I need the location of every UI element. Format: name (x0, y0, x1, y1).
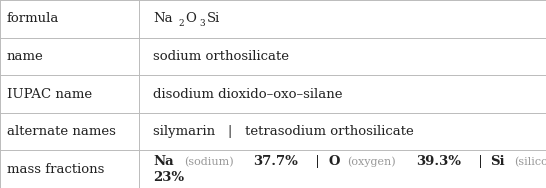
Text: 3: 3 (199, 19, 205, 28)
Text: |: | (474, 155, 487, 168)
Text: 39.3%: 39.3% (416, 155, 461, 168)
Text: Na: Na (153, 155, 174, 168)
Text: disodium dioxido–oxo–silane: disodium dioxido–oxo–silane (153, 87, 342, 101)
Text: silymarin   |   tetrasodium orthosilicate: silymarin | tetrasodium orthosilicate (153, 125, 414, 138)
Text: alternate names: alternate names (7, 125, 115, 138)
Text: O: O (186, 12, 197, 25)
Text: name: name (7, 50, 43, 63)
Text: (silicon): (silicon) (514, 157, 546, 167)
Text: |: | (311, 155, 324, 168)
Text: mass fractions: mass fractions (7, 163, 104, 176)
Text: formula: formula (7, 12, 59, 25)
Text: (sodium): (sodium) (184, 157, 234, 167)
Text: 23%: 23% (153, 171, 184, 184)
Text: 2: 2 (178, 19, 184, 28)
Text: 37.7%: 37.7% (253, 155, 299, 168)
Text: Si: Si (491, 155, 505, 168)
Text: sodium orthosilicate: sodium orthosilicate (153, 50, 289, 63)
Text: (oxygen): (oxygen) (348, 156, 396, 167)
Text: O: O (328, 155, 340, 168)
Text: Na: Na (153, 12, 173, 25)
Text: IUPAC name: IUPAC name (7, 87, 92, 101)
Text: Si: Si (207, 12, 220, 25)
